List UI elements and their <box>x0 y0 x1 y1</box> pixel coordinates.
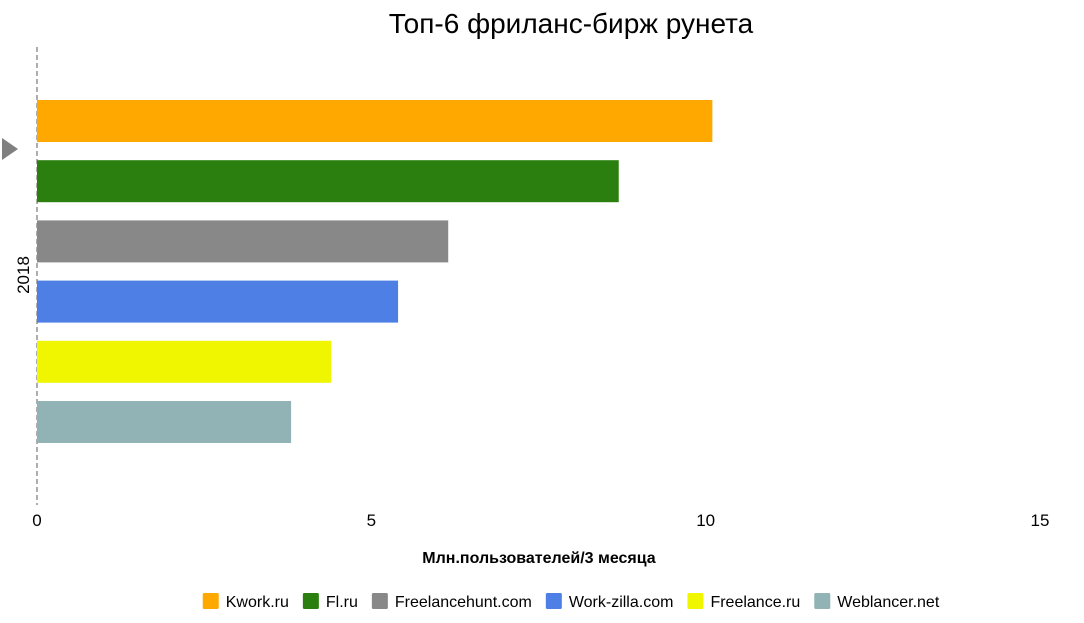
bar-kwork-ru <box>37 100 713 142</box>
x-axis-title: Млн.пользователей/3 месяца <box>422 550 655 567</box>
legend-swatch <box>302 593 319 609</box>
legend-item[interactable]: Work-zilla.com <box>545 593 674 611</box>
legend-item[interactable]: Fl.ru <box>302 593 358 611</box>
legend-item[interactable]: Kwork.ru <box>202 593 289 611</box>
x-ticks-group: 0 5 10 15 <box>32 511 1049 530</box>
legend-swatch <box>814 593 831 609</box>
bar-freelancehunt-com <box>37 220 449 263</box>
chart-title: Топ-6 фриланс-бирж рунета <box>389 8 754 39</box>
legend-swatch <box>545 593 562 609</box>
bar-work-zilla-com <box>37 280 399 323</box>
legend-swatch <box>687 593 704 609</box>
legend-label: Weblancer.net <box>837 594 940 611</box>
legend-label: Work-zilla.com <box>569 594 674 611</box>
legend-item[interactable]: Weblancer.net <box>814 593 940 611</box>
bar-weblancer-net <box>37 401 292 443</box>
x-tick-label: 0 <box>32 511 41 530</box>
legend-label: Freelancehunt.com <box>395 594 532 611</box>
legend-swatch <box>371 593 388 609</box>
legend: Kwork.ru Fl.ru Freelancehunt.com Work-zilla… <box>202 593 940 611</box>
legend-label: Kwork.ru <box>226 594 289 611</box>
legend-label: Freelance.ru <box>710 594 800 611</box>
x-tick-label: 10 <box>696 511 715 530</box>
legend-item[interactable]: Freelance.ru <box>687 593 800 611</box>
x-tick-label: 15 <box>1031 511 1050 530</box>
bars-group <box>37 100 713 443</box>
x-tick-label: 5 <box>367 511 376 530</box>
legend-swatch <box>202 593 219 609</box>
bar-freelance-ru <box>37 340 332 383</box>
bar-fl-ru <box>37 160 619 203</box>
collapse-arrow-icon[interactable] <box>2 138 18 160</box>
y-category-label: 2018 <box>14 256 33 294</box>
legend-item[interactable]: Freelancehunt.com <box>371 593 532 611</box>
legend-label: Fl.ru <box>326 594 358 611</box>
